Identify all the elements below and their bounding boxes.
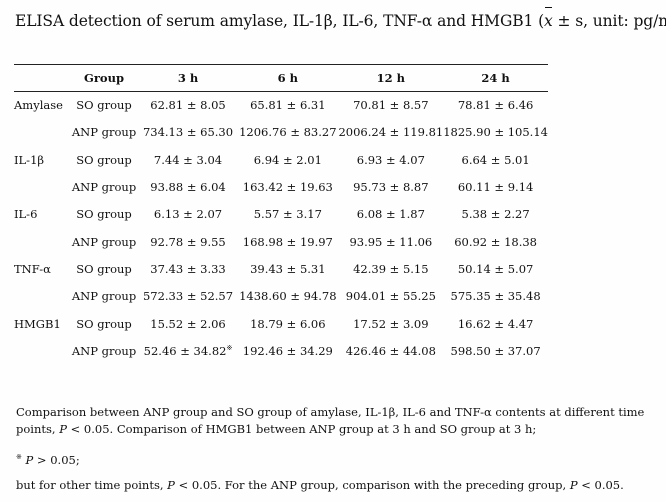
value-cell: 2006.24 ± 119.81 (338, 125, 444, 140)
value-cell: 70.81 ± 8.57 (353, 98, 429, 113)
header-analyte (14, 65, 69, 92)
footnote-3: but for other time points, P < 0.05. For… (16, 477, 656, 494)
value-cell: 192.46 ± 34.29 (242, 343, 333, 358)
header-3h: 3 h (177, 71, 199, 85)
group-cell: SO group (76, 98, 132, 113)
value-cell: 6.94 ± 2.01 (253, 152, 322, 167)
value-cell: 572.33 ± 52.57 (142, 289, 234, 304)
group-cell: ANP group (71, 289, 137, 304)
footnote-2: ※ P > 0.05; (16, 449, 656, 469)
value-cell: 92.78 ± 9.55 (150, 234, 226, 249)
value-text: 52.46 ± 34.82 (143, 343, 227, 358)
group-cell: ANP group (71, 125, 137, 140)
header-24h: 24 h (481, 71, 510, 85)
value-cell: 60.92 ± 18.38 (454, 234, 537, 249)
value-cell: 78.81 ± 6.46 (457, 98, 534, 113)
value-cell: 1825.90 ± 105.14 (443, 125, 548, 140)
header-group: Group (84, 71, 124, 85)
table-row: ANP group 92.78 ± 9.55 168.98 ± 19.97 93… (14, 228, 548, 255)
value-cell: 16.62 ± 4.47 (457, 316, 534, 331)
title-xbar: x (544, 12, 553, 30)
value-cell: 7.44 ± 3.04 (153, 152, 223, 167)
value-cell: 1438.60 ± 94.78 (239, 289, 337, 304)
table-row: IL-1β SO group 7.44 ± 3.04 6.94 ± 2.01 6… (14, 146, 548, 173)
value-cell: 18.79 ± 6.06 (250, 316, 326, 331)
footnote-text: < 0.05. For the ANP group, comparison wi… (174, 478, 570, 492)
table-row: ANP group 572.33 ± 52.57 1438.60 ± 94.78… (14, 283, 548, 310)
value-cell: 62.81 ± 8.05 (150, 98, 226, 113)
analyte-cell (14, 119, 69, 146)
group-cell: ANP group (71, 234, 137, 249)
value-cell: 65.81 ± 6.31 (250, 98, 326, 113)
analyte-cell: HMGB1 (14, 316, 61, 331)
footnote-text: < 0.05. Comparison of HMGB1 between ANP … (66, 422, 537, 436)
p-symbol: P (569, 478, 578, 492)
table-row: ANP group 93.88 ± 6.04 163.42 ± 19.63 95… (14, 173, 548, 200)
value-cell: 5.57 ± 3.17 (253, 207, 322, 222)
value-cell: 6.08 ± 1.87 (356, 207, 425, 222)
group-cell: SO group (76, 207, 132, 222)
value-cell: 52.46 ± 34.82※ (139, 337, 237, 364)
value-cell: 598.50 ± 37.07 (450, 343, 541, 358)
value-cell: 50.14 ± 5.07 (457, 261, 534, 276)
value-cell: 6.93 ± 4.07 (356, 152, 425, 167)
value-cell: 1206.76 ± 83.27 (239, 125, 337, 140)
group-cell: ANP group (71, 343, 137, 358)
value-cell: 426.46 ± 44.08 (345, 343, 436, 358)
value-cell: 904.01 ± 55.25 (345, 289, 436, 304)
value-cell: 95.73 ± 8.87 (353, 180, 429, 195)
header-row: Group 3 h 6 h 12 h 24 h (14, 65, 548, 92)
elisa-table: Group 3 h 6 h 12 h 24 h Amylase SO group… (14, 64, 548, 364)
table-row: ANP group 52.46 ± 34.82※ 192.46 ± 34.29 … (14, 337, 548, 364)
value-cell: 60.11 ± 9.14 (457, 180, 534, 195)
value-cell: 42.39 ± 5.15 (353, 261, 429, 276)
value-cell: 734.13 ± 65.30 (142, 125, 234, 140)
analyte-cell (14, 228, 69, 255)
value-cell: 5.38 ± 2.27 (461, 207, 530, 222)
group-cell: SO group (76, 316, 132, 331)
header-6h: 6 h (277, 71, 299, 85)
group-cell: SO group (76, 261, 132, 276)
footnote-1: Comparison between ANP group and SO grou… (16, 404, 656, 438)
table-row: HMGB1 SO group 15.52 ± 2.06 18.79 ± 6.06… (14, 310, 548, 337)
value-cell: 575.35 ± 35.48 (450, 289, 541, 304)
analyte-cell: TNF-α (14, 261, 51, 276)
table-row: Amylase SO group 62.81 ± 8.05 65.81 ± 6.… (14, 92, 548, 119)
value-cell: 15.52 ± 2.06 (150, 316, 226, 331)
analyte-cell (14, 173, 69, 200)
title-prefix: ELISA detection of serum amylase, IL-1β,… (15, 12, 545, 30)
value-cell: 37.43 ± 3.33 (150, 261, 226, 276)
header-12h: 12 h (376, 71, 406, 85)
analyte-cell: IL-6 (14, 207, 38, 222)
analyte-cell: IL-1β (14, 152, 45, 167)
value-cell: 93.88 ± 6.04 (150, 180, 226, 195)
analyte-cell (14, 337, 69, 364)
analyte-cell: Amylase (14, 98, 63, 113)
footnote-text: < 0.05. (577, 478, 624, 492)
p-symbol: P (25, 452, 34, 467)
table-row: ANP group 734.13 ± 65.30 1206.76 ± 83.27… (14, 119, 548, 146)
value-cell: 163.42 ± 19.63 (242, 180, 333, 195)
p-symbol: P (167, 478, 175, 492)
title-suffix: ± s, unit: pg/ml) (557, 12, 666, 30)
footnote-text: Comparison between ANP group and SO grou… (16, 405, 645, 436)
value-cell: 6.64 ± 5.01 (461, 152, 530, 167)
footnote-mark: ※ (16, 453, 22, 461)
p-symbol: P (59, 422, 67, 436)
value-cell: 39.43 ± 5.31 (250, 261, 326, 276)
table-row: TNF-α SO group 37.43 ± 3.33 39.43 ± 5.31… (14, 255, 548, 282)
value-cell: 168.98 ± 19.97 (242, 234, 333, 249)
table-row: IL-6 SO group 6.13 ± 2.07 5.57 ± 3.17 6.… (14, 201, 548, 228)
table-title: ELISA detection of serum amylase, IL-1β,… (15, 12, 666, 30)
group-cell: ANP group (71, 180, 137, 195)
analyte-cell (14, 283, 69, 310)
footnote-mark: ※ (226, 343, 233, 352)
footnote-text: > 0.05; (33, 452, 80, 467)
value-cell: 93.95 ± 11.06 (349, 234, 433, 249)
value-cell: 6.13 ± 2.07 (153, 207, 223, 222)
value-cell: 17.52 ± 3.09 (353, 316, 429, 331)
footnote-text: but for other time points, (16, 478, 168, 492)
group-cell: SO group (76, 152, 132, 167)
